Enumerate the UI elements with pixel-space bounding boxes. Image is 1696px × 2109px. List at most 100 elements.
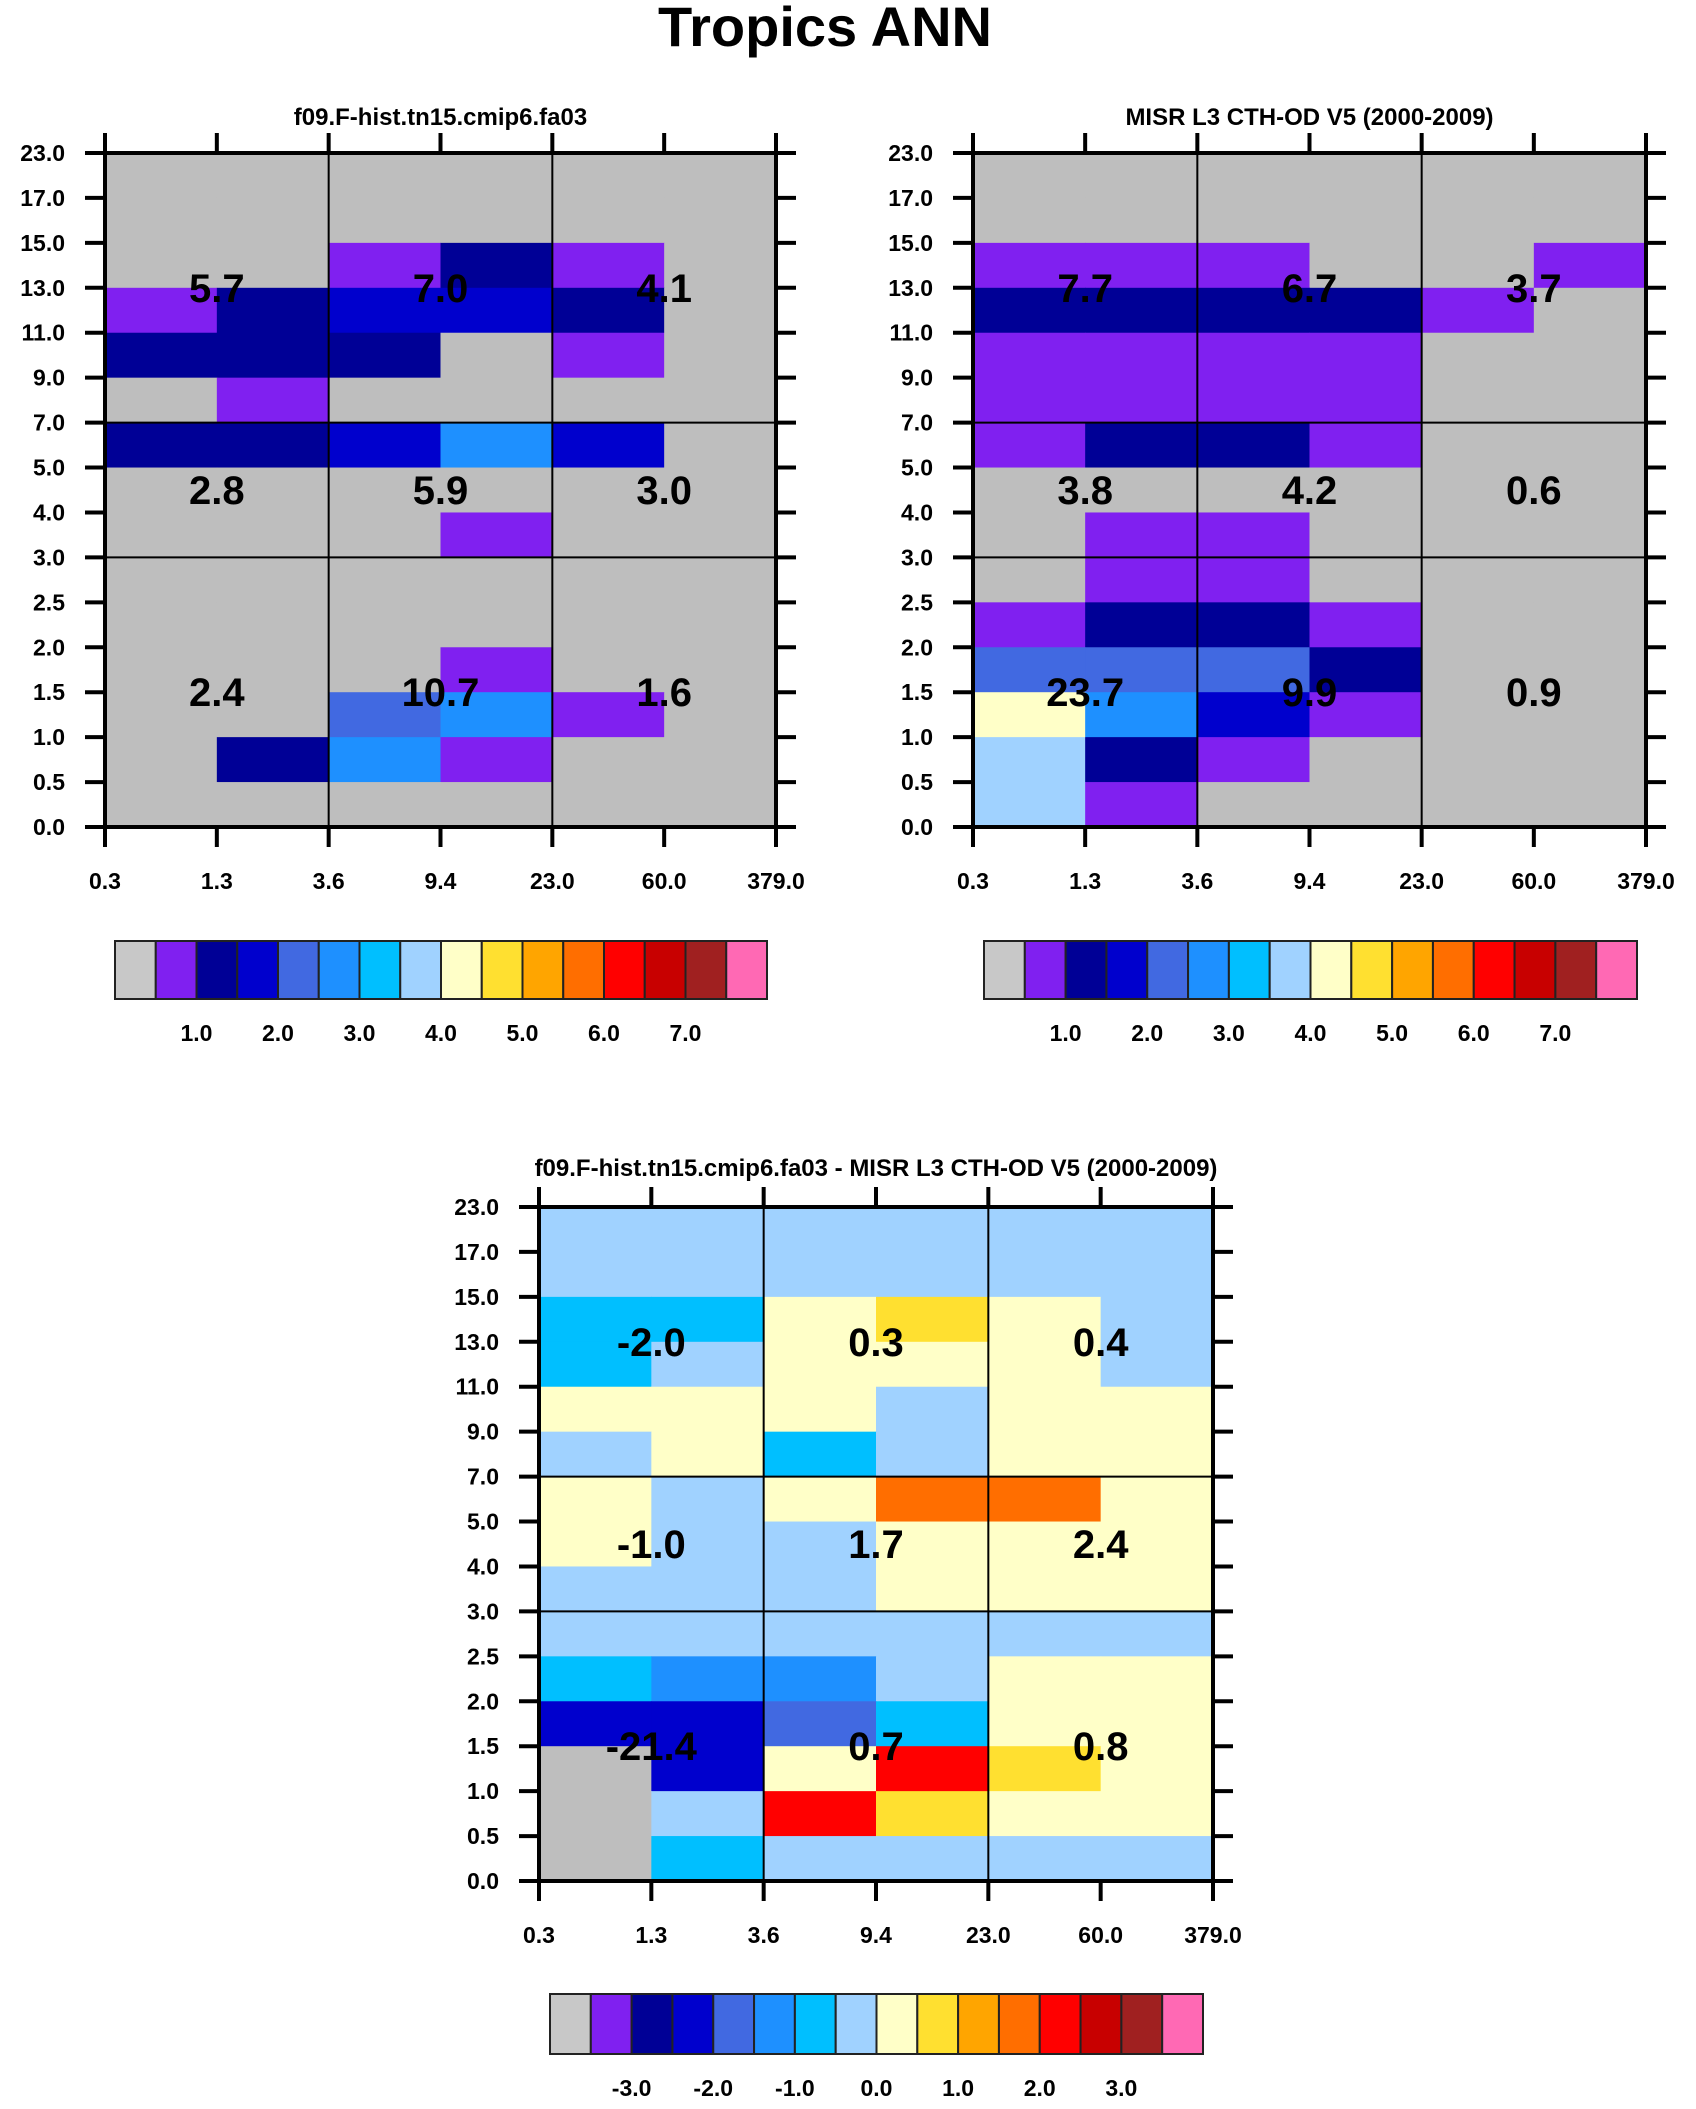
heatmap-cell	[664, 602, 777, 648]
heatmap-cell	[664, 512, 777, 558]
heatmap-cell	[1085, 692, 1198, 738]
heatmap-cell	[1309, 153, 1423, 199]
heatmap-cell	[1421, 242, 1535, 289]
colorbar-swatch	[1554, 940, 1598, 1000]
heatmap-cell	[973, 602, 1086, 648]
y-tick-label: 2.5	[901, 589, 933, 615]
heatmap-cell	[973, 467, 1086, 513]
y-tick-label: 9.0	[467, 1419, 499, 1445]
colorbar-label: 3.0	[1105, 2075, 1137, 2101]
heatmap-cell	[876, 1251, 989, 1298]
heatmap-cell	[763, 1476, 877, 1523]
x-tick-label: 23.0	[1399, 868, 1444, 894]
block-value-label: 0.6	[1506, 469, 1562, 513]
colorbar-swatch	[549, 1993, 592, 2055]
colorbar-swatch	[1431, 940, 1475, 1000]
heatmap-cell	[664, 153, 777, 199]
heatmap-cell	[552, 197, 665, 244]
heatmap-cell	[105, 782, 218, 828]
heatmap-cell	[1533, 242, 1647, 289]
colorbar-swatch	[1187, 940, 1230, 1000]
heatmap-cell	[328, 737, 441, 783]
heatmap-cell	[664, 422, 777, 469]
heatmap-cell	[1533, 512, 1647, 558]
panel-title: MISR L3 CTH-OD V5 (2000-2009)	[1125, 104, 1493, 131]
colorbar-swatch	[1595, 940, 1638, 1000]
y-tick-label: 2.0	[33, 634, 65, 660]
heatmap-cell	[651, 1341, 765, 1388]
heatmap-cell	[440, 692, 553, 738]
heatmap-cell	[876, 1521, 989, 1567]
heatmap-cell	[552, 602, 665, 648]
heatmap-cell	[973, 332, 1086, 379]
heatmap-cell	[552, 737, 665, 783]
heatmap-cell	[1533, 287, 1647, 334]
colorbar: 1.0 2.0 3.0 4.0 5.0 6.0 7.0	[983, 940, 1638, 1046]
heatmap-cell	[1100, 1521, 1214, 1567]
heatmap-cell	[763, 1521, 877, 1567]
heatmap-cell	[1421, 692, 1535, 738]
y-tick-label: 7.0	[467, 1464, 499, 1490]
heatmap-cell	[988, 1521, 1102, 1567]
heatmap-cell	[651, 1521, 765, 1567]
heatmap-cell	[973, 242, 1086, 289]
heatmap-cell	[105, 647, 218, 693]
heatmap-cell	[973, 647, 1086, 693]
block-value-label: 0.7	[848, 1725, 904, 1769]
colorbar-swatch	[1105, 940, 1149, 1000]
colorbar-swatch	[834, 1993, 878, 2055]
block-value-label: 4.2	[1282, 469, 1338, 513]
heatmap-cell	[973, 737, 1086, 783]
heatmap-cell	[973, 557, 1086, 603]
y-tick-label: 2.0	[467, 1688, 499, 1714]
heatmap-cell	[552, 153, 665, 199]
colorbar-label: 1.0	[942, 2075, 974, 2101]
heatmap-cell	[988, 1566, 1102, 1612]
heatmap-cell	[1197, 377, 1310, 424]
heatmap-cell	[1533, 467, 1647, 513]
heatmap-cell	[763, 1431, 877, 1478]
colorbar-swatch	[1513, 940, 1557, 1000]
heatmap-cell	[1309, 332, 1423, 379]
heatmap-cell	[1421, 422, 1535, 469]
colorbar-label: -3.0	[612, 2075, 652, 2101]
heatmap-cell	[651, 1701, 765, 1747]
x-tick-label: 23.0	[530, 868, 575, 894]
colorbar-swatch	[480, 940, 524, 1000]
colorbar-label: 6.0	[588, 1020, 620, 1046]
heatmap-cell	[440, 242, 553, 289]
heatmap-cell	[988, 1836, 1102, 1882]
heatmap-cell	[216, 647, 330, 693]
heatmap-cell	[876, 1791, 989, 1837]
heatmap-cell	[988, 1431, 1102, 1478]
x-tick-label: 1.3	[201, 868, 233, 894]
colorbar-swatch	[277, 940, 320, 1000]
heatmap-cell	[552, 692, 665, 738]
heatmap-cell	[763, 1791, 877, 1837]
y-tick-label: 0.5	[901, 769, 933, 795]
heatmap-cell	[1421, 377, 1535, 424]
heatmap-cell	[216, 153, 330, 199]
heatmap-cell	[440, 467, 553, 513]
heatmap-cell	[105, 287, 218, 334]
y-tick-label: 1.5	[467, 1733, 499, 1759]
heatmap-cell	[539, 1611, 652, 1657]
x-tick-label: 379.0	[747, 868, 805, 894]
y-tick-label: 3.0	[901, 544, 933, 570]
colorbar-label: 0.0	[861, 2075, 893, 2101]
heatmap-cell	[1085, 197, 1198, 244]
x-tick-label: 60.0	[1078, 1922, 1123, 1948]
colorbar-swatch	[1227, 940, 1271, 1000]
colorbar-label: 5.0	[507, 1020, 539, 1046]
y-tick-label: 3.0	[467, 1598, 499, 1624]
heatmap-cell	[1197, 512, 1310, 558]
block-value-label: -21.4	[606, 1725, 698, 1769]
heatmap-cell	[876, 1296, 989, 1343]
heatmap-cell	[105, 512, 218, 558]
heatmap-cell	[664, 332, 777, 379]
y-tick-label: 15.0	[454, 1284, 499, 1310]
heatmap-cell	[1100, 1207, 1214, 1253]
x-tick-label: 9.4	[425, 868, 457, 894]
colorbar-swatch	[725, 940, 768, 1000]
